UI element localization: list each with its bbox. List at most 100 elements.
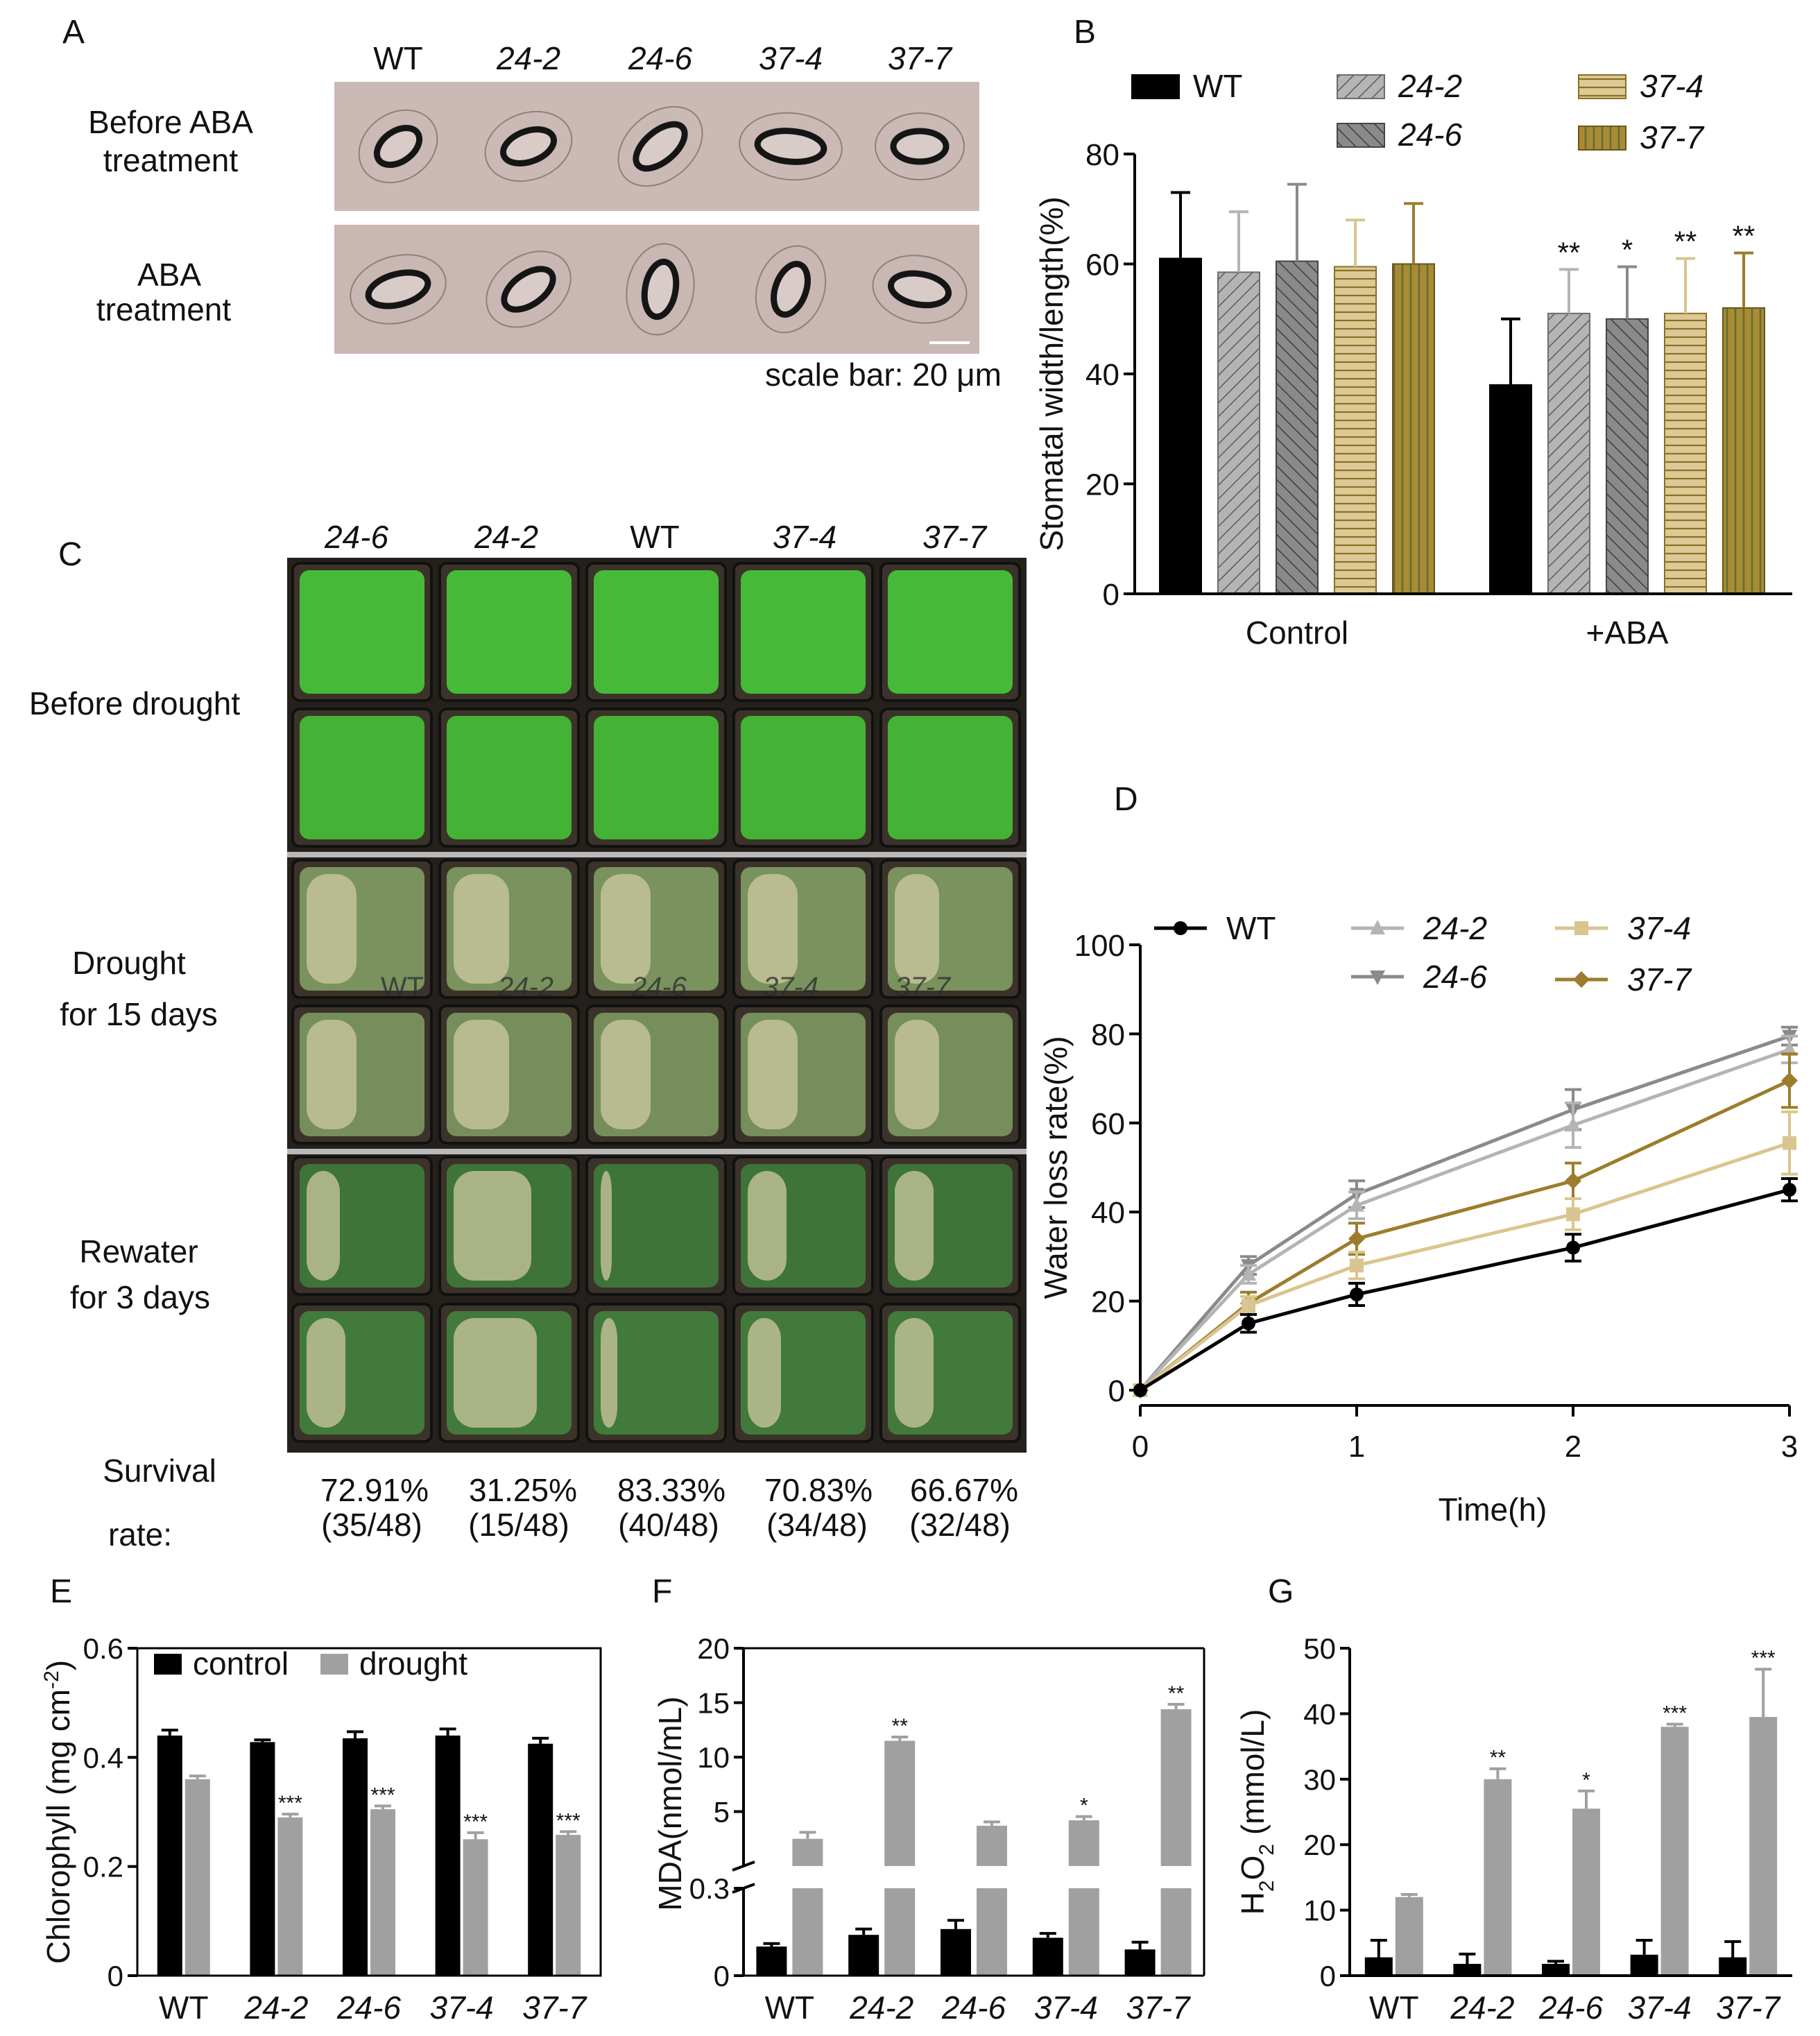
axis-break-mark-upper xyxy=(732,1860,755,1872)
y-axis-label: MDA(nmol/mL) xyxy=(652,1696,688,1910)
stoma-guard-outline xyxy=(755,245,827,334)
y-tick-label-upper-10: 10 xyxy=(697,1741,730,1774)
stoma-guard-outline xyxy=(875,112,965,180)
survival-label-line2: rate: xyxy=(108,1516,172,1552)
sig-37-4-aba: ** xyxy=(1674,225,1697,258)
tray-dead-leaves-6-2 xyxy=(454,1318,537,1428)
y-axis-label-part-4: (mmol/L) xyxy=(1235,1709,1271,1844)
tray-foliage-1-4 xyxy=(741,570,866,694)
survival-pct-wt: 83.33% xyxy=(617,1472,726,1508)
tray-dead-leaves-3-5 xyxy=(895,874,939,984)
legend-swatch-37-7 xyxy=(1578,126,1626,151)
stoma-2-3 xyxy=(626,243,695,336)
sig-24-6-aba: * xyxy=(1622,233,1633,266)
point-24-2-2 xyxy=(1349,1197,1364,1212)
x-tick-label-24-2: 24-2 xyxy=(1450,1990,1514,2026)
series-line-37-7 xyxy=(1139,1079,1791,1392)
stoma-guard-outline xyxy=(350,254,447,325)
bar-control-24-6 xyxy=(1542,1964,1570,1976)
survival-count-24-2: (15/48) xyxy=(468,1507,569,1543)
stoma-guard-outline xyxy=(872,255,968,324)
y-axis-label-sup: -2 xyxy=(40,1670,63,1689)
x-tick-label-wt: WT xyxy=(159,1990,209,2026)
stoma-1-2 xyxy=(484,110,573,182)
y-tick-label-upper-20: 20 xyxy=(697,1632,730,1665)
legend-swatch-wt xyxy=(1131,74,1180,99)
y-axis-label-part-2: O xyxy=(1235,1856,1271,1881)
stoma-2-2 xyxy=(486,250,572,328)
legend-marker-24-2 xyxy=(1370,920,1385,934)
point-37-4-4 xyxy=(1783,1136,1796,1150)
point-37-4-2 xyxy=(1350,1258,1364,1273)
panel-a-row2-label-line1: ABA xyxy=(137,257,201,293)
tray-dead-leaves-4-4 xyxy=(748,1020,798,1129)
bar-24-2-aba xyxy=(1547,312,1590,594)
bar-drought-37-4 xyxy=(1068,1820,1099,1866)
bar-control-24-6 xyxy=(343,1738,368,1976)
legend-swatch-drought xyxy=(320,1654,348,1675)
tray-labels: WT 24-2 24-6 37-4 37-7 xyxy=(381,972,952,1002)
panel-c-col-37-4: 37-4 xyxy=(773,519,836,555)
legend-marker-24-6 xyxy=(1370,970,1385,985)
x-tick-label-1: 1 xyxy=(1348,1430,1365,1464)
legend-label-wt: WT xyxy=(1193,68,1243,104)
x-tick-label-24-2: 24-2 xyxy=(849,1990,913,2026)
bar-drought-37-4 xyxy=(1660,1727,1689,1976)
bar-control-wt xyxy=(1364,1957,1393,1976)
panel-letter-f: F xyxy=(652,1573,672,1610)
panel-c-col-24-2: 24-2 xyxy=(474,519,538,555)
y-tick-label-lower-0.3: 0.3 xyxy=(689,1872,730,1905)
tray-foliage-1-3 xyxy=(594,570,719,694)
legend-label-24-6: 24-6 xyxy=(1398,117,1462,153)
y-axis-label: Stomatal width/length(%) xyxy=(1033,196,1070,551)
x-tick-label-aba: +ABA xyxy=(1586,615,1669,651)
legend-label-37-7: 37-7 xyxy=(1640,119,1704,155)
stoma-pore xyxy=(500,126,557,166)
panel-a-col-37-7: 37-7 xyxy=(888,40,952,76)
legend-label-37-4: 37-4 xyxy=(1640,68,1703,104)
point-24-2-3 xyxy=(1565,1117,1581,1132)
panel-e-chart: WT *** 24-2 *** 24-6 *** 37-4 *** 37-7 0 0.2 0.4 0.6… xyxy=(40,1632,602,2026)
sig-drought-24-2: ** xyxy=(892,1715,909,1738)
stoma-guard-outline xyxy=(626,243,695,336)
bar-drought-wt xyxy=(1395,1897,1423,1976)
y-axis-label: H2O2 (mmol/L) xyxy=(1235,1709,1278,1915)
y-axis-label-part-1: 2 xyxy=(1255,1880,1278,1892)
panel-c-row3-label-line2: for 3 days xyxy=(70,1279,210,1315)
survival-pct-37-4: 70.83% xyxy=(764,1472,873,1508)
tray-foliage-2-4 xyxy=(741,716,866,839)
bar-wt-aba xyxy=(1489,384,1532,594)
y-axis-label-part-3: 2 xyxy=(1255,1844,1278,1856)
survival-pct-24-2: 31.25% xyxy=(469,1472,577,1508)
bar-37-7-control xyxy=(1392,263,1435,594)
y-tick-label-20: 20 xyxy=(1085,468,1119,502)
panel-c-col-24-6: 24-6 xyxy=(324,519,388,555)
tray-dead-leaves-4-1 xyxy=(307,1020,357,1129)
x-tick-label-24-2: 24-2 xyxy=(243,1990,308,2026)
sig-drought-37-4: *** xyxy=(1663,1702,1687,1725)
y-tick-label-0: 0 xyxy=(1108,1374,1125,1408)
tray-label-24-6: 24-6 xyxy=(630,972,687,1002)
sig-drought-24-6: * xyxy=(1582,1769,1590,1792)
y-axis-label-end: ) xyxy=(40,1660,76,1670)
panel-a-col-24-2: 24-2 xyxy=(496,40,560,76)
x-tick-label-24-6: 24-6 xyxy=(336,1990,401,2026)
tray-foliage-2-5 xyxy=(888,716,1013,839)
survival-count-wt: (40/48) xyxy=(618,1507,719,1543)
tray-dead-leaves-4-5 xyxy=(895,1020,939,1129)
panel-letter-d: D xyxy=(1114,781,1138,818)
bar-control-37-7 xyxy=(528,1743,553,1976)
legend-swatch-37-4 xyxy=(1578,74,1626,99)
tray-foliage-1-1 xyxy=(300,570,424,694)
x-tick-label-3: 3 xyxy=(1781,1430,1798,1464)
x-tick-label-0: 0 xyxy=(1132,1430,1149,1464)
y-tick-label-upper-5: 5 xyxy=(714,1796,730,1829)
x-tick-label-37-4: 37-4 xyxy=(1628,1990,1692,2026)
stoma-1-3 xyxy=(617,105,703,187)
panel-letter-e: E xyxy=(50,1573,72,1610)
tray-foliage-6-3 xyxy=(594,1311,719,1435)
series-line-37-4 xyxy=(1139,1141,1790,1392)
legend-label-37-4: 37-4 xyxy=(1627,910,1691,946)
point-wt-1 xyxy=(1242,1316,1255,1331)
